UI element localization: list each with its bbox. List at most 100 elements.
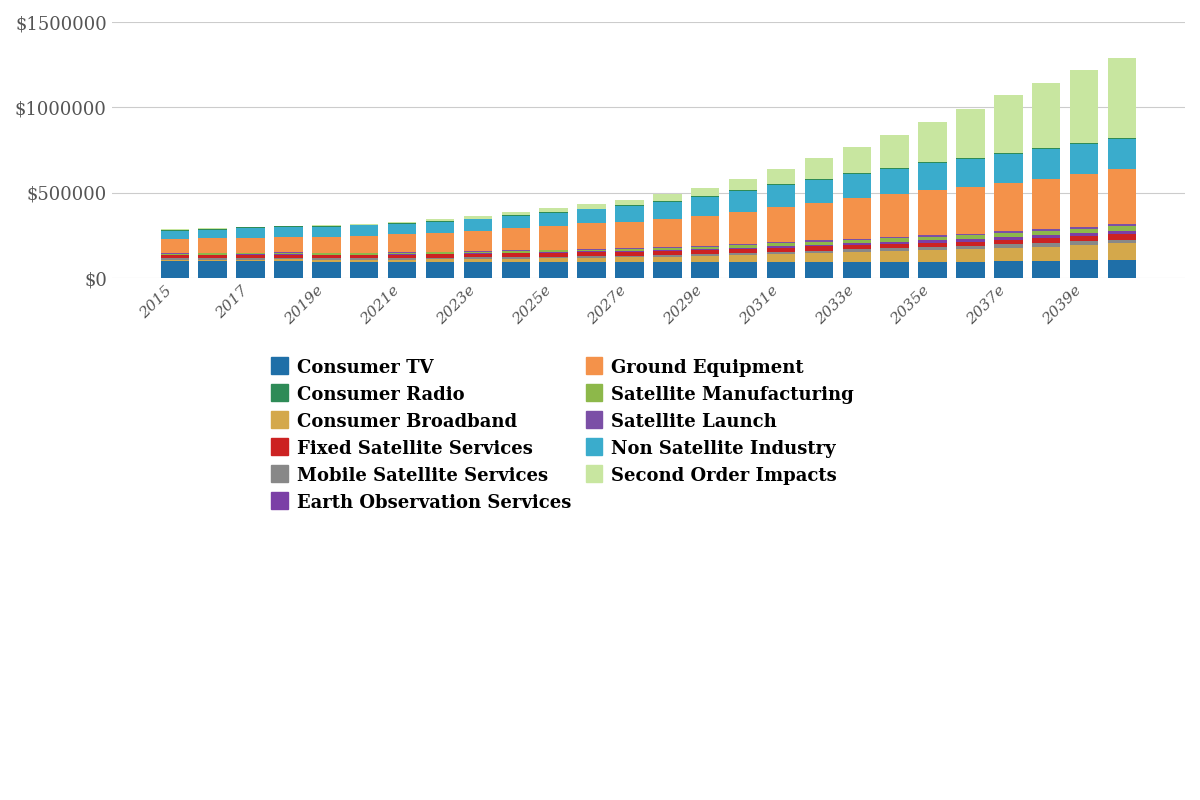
Bar <box>540 208 568 212</box>
Bar <box>918 190 947 235</box>
Bar <box>956 158 985 186</box>
Bar <box>994 233 1022 237</box>
Bar <box>653 202 682 219</box>
Bar <box>388 258 416 260</box>
Bar <box>1108 243 1136 259</box>
Bar <box>918 235 947 237</box>
Bar <box>653 201 682 202</box>
Bar <box>426 258 454 259</box>
Bar <box>161 239 188 253</box>
Bar <box>1108 138 1136 139</box>
Bar <box>274 254 302 258</box>
Bar <box>918 237 947 240</box>
Bar <box>805 262 833 278</box>
Bar <box>1032 262 1061 278</box>
Bar <box>502 216 530 228</box>
Bar <box>198 255 227 258</box>
Bar <box>236 258 265 259</box>
Bar <box>577 250 606 251</box>
Bar <box>1070 236 1098 242</box>
Bar <box>728 212 757 244</box>
Bar <box>616 222 643 248</box>
Bar <box>994 154 1022 182</box>
Bar <box>805 203 833 241</box>
Bar <box>1108 226 1136 230</box>
Bar <box>728 248 757 249</box>
Bar <box>502 257 530 258</box>
Bar <box>691 250 720 254</box>
Bar <box>691 256 720 262</box>
Bar <box>691 254 720 256</box>
Bar <box>198 262 227 278</box>
Bar <box>502 262 530 278</box>
Bar <box>463 216 492 218</box>
Bar <box>577 223 606 249</box>
Bar <box>767 243 796 246</box>
Bar <box>350 255 378 258</box>
Bar <box>918 162 947 163</box>
Bar <box>463 252 492 254</box>
Bar <box>616 262 643 278</box>
Bar <box>350 224 378 225</box>
Bar <box>956 250 985 262</box>
Bar <box>767 252 796 254</box>
Bar <box>463 230 492 251</box>
Bar <box>577 252 606 256</box>
Bar <box>1108 224 1136 226</box>
Bar <box>350 258 378 260</box>
Bar <box>728 255 757 262</box>
Bar <box>994 244 1022 248</box>
Bar <box>540 213 568 226</box>
Bar <box>728 249 757 253</box>
Bar <box>312 255 341 258</box>
Bar <box>463 258 492 259</box>
Bar <box>502 254 530 257</box>
Bar <box>274 262 302 278</box>
Bar <box>274 226 302 227</box>
Bar <box>198 260 227 262</box>
Bar <box>236 262 265 278</box>
Bar <box>1070 144 1098 174</box>
Bar <box>653 247 682 248</box>
Bar <box>994 95 1022 153</box>
Bar <box>426 259 454 262</box>
Bar <box>805 242 833 245</box>
Bar <box>918 250 947 262</box>
Bar <box>805 245 833 246</box>
Bar <box>312 237 341 253</box>
Bar <box>463 219 492 230</box>
Bar <box>881 194 908 237</box>
Bar <box>653 219 682 247</box>
Bar <box>1108 239 1136 243</box>
Bar <box>350 225 378 226</box>
Bar <box>881 242 908 244</box>
Bar <box>805 180 833 203</box>
Bar <box>728 244 757 246</box>
Bar <box>994 153 1022 154</box>
Bar <box>312 226 341 237</box>
Bar <box>956 242 985 246</box>
Bar <box>616 258 643 262</box>
Bar <box>463 259 492 262</box>
Bar <box>161 230 188 239</box>
Bar <box>767 248 796 252</box>
Bar <box>388 222 416 224</box>
Bar <box>312 260 341 262</box>
Bar <box>842 238 871 240</box>
Bar <box>161 255 188 258</box>
Bar <box>653 194 682 201</box>
Bar <box>728 262 757 278</box>
Bar <box>994 239 1022 244</box>
Bar <box>1032 230 1061 231</box>
Bar <box>1070 233 1098 236</box>
Bar <box>728 179 757 190</box>
Bar <box>388 234 416 252</box>
Bar <box>616 256 643 258</box>
Bar <box>388 262 416 278</box>
Bar <box>956 235 985 239</box>
Bar <box>918 262 947 278</box>
Bar <box>426 262 454 278</box>
Bar <box>616 251 643 252</box>
Bar <box>161 258 188 260</box>
Bar <box>1108 58 1136 138</box>
